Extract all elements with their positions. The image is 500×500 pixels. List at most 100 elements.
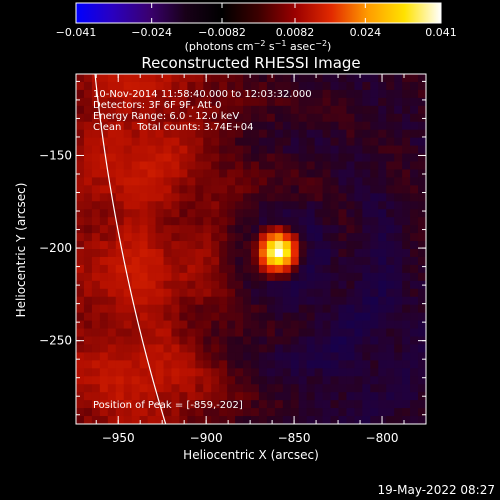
image-pixel xyxy=(386,145,395,155)
image-pixel xyxy=(386,344,395,353)
image-pixel xyxy=(274,161,284,170)
image-pixel xyxy=(76,153,85,162)
image-pixel xyxy=(211,336,220,345)
image-pixel xyxy=(354,320,363,330)
image-pixel xyxy=(258,336,268,345)
image-pixel xyxy=(251,74,260,83)
image-pixel xyxy=(394,296,403,306)
image-pixel xyxy=(314,336,324,345)
image-pixel xyxy=(346,352,355,361)
image-pixel xyxy=(235,360,244,369)
image-pixel xyxy=(274,328,284,337)
image-pixel xyxy=(258,328,268,337)
image-pixel xyxy=(370,249,379,258)
image-pixel xyxy=(123,185,133,194)
image-pixel xyxy=(410,280,419,290)
image-pixel xyxy=(99,416,109,424)
image-pixel xyxy=(402,352,411,361)
image-pixel xyxy=(362,193,371,202)
image-pixel xyxy=(83,328,93,337)
image-pixel xyxy=(139,225,149,234)
image-pixel xyxy=(187,392,196,401)
image-pixel xyxy=(235,256,244,266)
image-pixel xyxy=(306,225,316,234)
image-pixel xyxy=(243,121,252,131)
image-pixel xyxy=(418,185,426,194)
image-pixel xyxy=(123,105,133,115)
image-pixel xyxy=(155,89,164,99)
image-pixel xyxy=(354,344,363,353)
image-pixel xyxy=(338,161,347,170)
image-pixel xyxy=(346,113,355,123)
image-pixel xyxy=(163,121,172,131)
image-pixel xyxy=(402,145,411,155)
image-pixel xyxy=(282,296,292,306)
image-pixel xyxy=(123,336,133,345)
image-pixel xyxy=(386,328,395,337)
image-pixel xyxy=(298,360,308,369)
image-pixel xyxy=(306,74,316,83)
image-pixel xyxy=(139,280,149,290)
image-pixel xyxy=(354,376,363,385)
image-pixel xyxy=(362,81,371,91)
image-pixel xyxy=(99,296,109,306)
image-pixel xyxy=(243,336,252,345)
image-pixel xyxy=(76,328,85,337)
image-pixel xyxy=(76,121,85,131)
image-pixel xyxy=(235,336,244,345)
image-pixel xyxy=(187,312,196,322)
image-pixel xyxy=(266,344,276,353)
image-pixel xyxy=(219,153,228,162)
image-pixel xyxy=(394,153,403,162)
image-pixel xyxy=(76,249,85,258)
image-pixel xyxy=(378,320,387,330)
image-pixel xyxy=(243,233,252,242)
image-pixel xyxy=(394,264,403,274)
image-pixel xyxy=(251,368,260,377)
image-pixel xyxy=(251,193,260,202)
image-pixel xyxy=(346,233,355,242)
image-pixel xyxy=(235,153,244,162)
image-pixel xyxy=(147,74,157,83)
image-pixel xyxy=(211,113,220,123)
image-pixel xyxy=(274,169,284,178)
image-pixel xyxy=(171,137,180,147)
image-pixel xyxy=(91,368,101,377)
image-pixel xyxy=(378,328,387,337)
image-pixel xyxy=(410,201,419,210)
image-pixel xyxy=(76,145,85,155)
image-pixel xyxy=(219,89,228,99)
image-pixel xyxy=(187,264,196,274)
image-pixel xyxy=(282,97,292,107)
image-pixel xyxy=(394,336,403,345)
image-pixel xyxy=(306,296,316,306)
image-pixel xyxy=(274,264,284,274)
image-pixel xyxy=(386,288,395,298)
image-pixel xyxy=(322,217,332,226)
image-pixel xyxy=(410,328,419,337)
image-pixel xyxy=(394,384,403,393)
image-pixel xyxy=(163,320,172,330)
image-pixel xyxy=(290,145,300,155)
image-pixel xyxy=(131,360,141,369)
image-pixel xyxy=(179,272,188,282)
image-pixel xyxy=(394,225,403,234)
image-pixel xyxy=(298,376,308,385)
image-pixel xyxy=(394,288,403,298)
image-pixel xyxy=(290,280,300,290)
image-pixel xyxy=(298,416,308,424)
image-pixel xyxy=(203,336,212,345)
image-pixel xyxy=(195,137,204,147)
image-pixel xyxy=(131,137,141,147)
image-pixel xyxy=(306,384,316,393)
image-pixel xyxy=(258,408,268,417)
image-pixel xyxy=(187,81,196,91)
image-pixel xyxy=(171,153,180,162)
image-pixel xyxy=(195,416,204,424)
image-pixel xyxy=(386,400,395,409)
image-pixel xyxy=(370,193,379,202)
image-pixel xyxy=(282,312,292,322)
image-pixel xyxy=(155,256,164,266)
image-pixel xyxy=(115,280,125,290)
image-pixel xyxy=(155,296,164,306)
